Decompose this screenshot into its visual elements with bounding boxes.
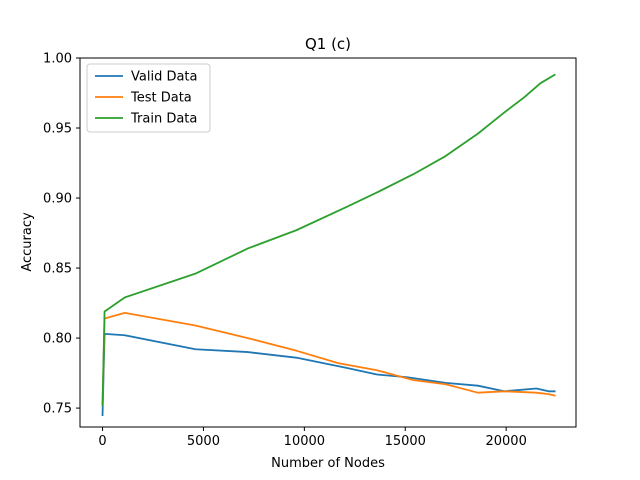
- legend-label: Test Data: [130, 91, 192, 106]
- plot-frame: [79, 57, 577, 428]
- series-line-test-data: [101, 311, 556, 407]
- x-tick-label: 10000: [284, 434, 325, 449]
- legend-label: Valid Data: [131, 70, 198, 85]
- legend-label: Train Data: [130, 112, 197, 127]
- y-axis-label: Accuracy: [20, 212, 35, 272]
- series-line-valid-data: [101, 332, 556, 417]
- x-axis-label: Number of Nodes: [271, 456, 385, 471]
- legend: Valid Data Test Data Train Data: [86, 63, 211, 133]
- y-tick-label: 1.00: [43, 52, 72, 67]
- y-tick-label: 0.85: [43, 262, 72, 277]
- y-tick-label: 0.80: [43, 332, 72, 347]
- x-tick-label: 5000: [187, 434, 220, 449]
- y-tick-label: 0.75: [43, 402, 72, 417]
- y-tick-label: 0.90: [43, 192, 72, 207]
- series-line-train-data: [101, 73, 556, 407]
- legend-box: [86, 63, 211, 133]
- x-tick-label: 15000: [385, 434, 426, 449]
- chart-title: Q1 (c): [305, 35, 351, 53]
- plot-area: 0 5000 10000 15000 20000 0.75 0.80 0.85 0.90 0.95…: [43, 52, 577, 449]
- x-tick-label: 0: [98, 434, 106, 449]
- x-tick-label: 20000: [485, 434, 526, 449]
- y-tick-label: 0.95: [43, 122, 72, 137]
